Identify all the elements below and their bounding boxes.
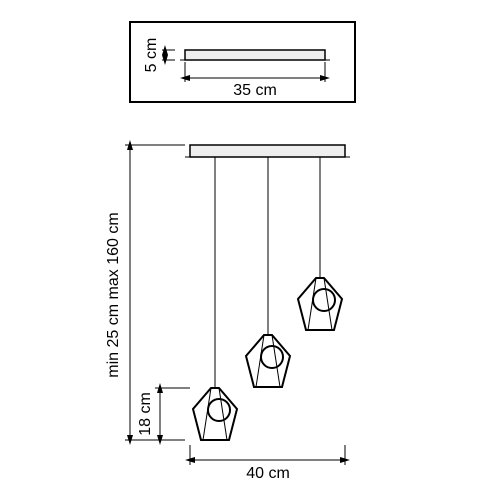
top-width-label: 35 cm [233,82,277,99]
shade-height-label: 18 cm [137,392,154,436]
front-view: min 25 cm max 160 cm 18 cm 40 cm [105,145,350,482]
pendant-2 [246,157,290,387]
top-view: 5 cm 35 cm [130,22,355,102]
pendant-1 [193,157,237,440]
pendant-3 [298,157,342,330]
diagram-canvas: 5 cm 35 cm min 25 cm max 160 cm 18 cm 40… [0,0,500,500]
front-width-label: 40 cm [246,465,290,482]
top-height-label: 5 cm [143,38,160,73]
front-height-label: min 25 cm max 160 cm [105,212,122,377]
